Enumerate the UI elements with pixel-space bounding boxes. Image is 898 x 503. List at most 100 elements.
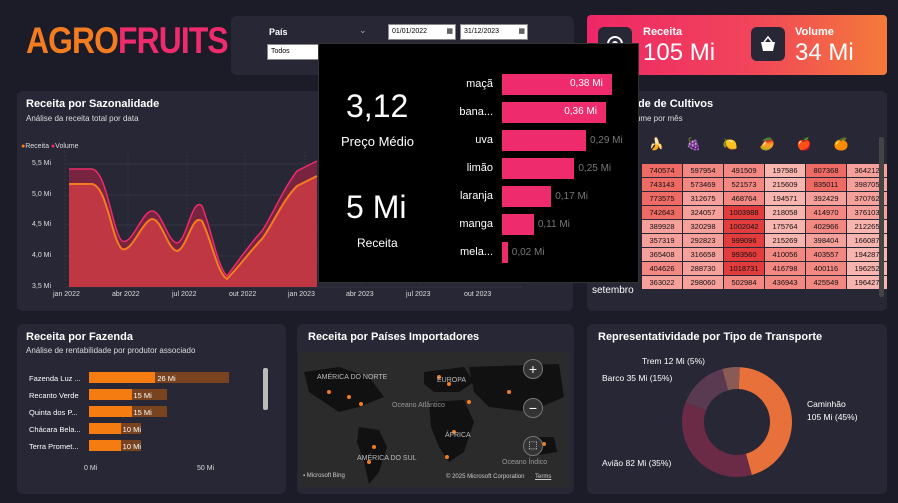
mango-icon: 🥭 bbox=[760, 137, 775, 151]
transport-label-caminhao-value: 105 Mi (45%) bbox=[807, 412, 858, 422]
logo: AGROFRUITS bbox=[26, 20, 228, 62]
farm-bar bbox=[89, 440, 121, 451]
tooltip-bar-label: manga bbox=[429, 218, 493, 230]
donut-slice[interactable] bbox=[682, 403, 752, 477]
farm-bar-label: Quinta dos P... bbox=[29, 408, 78, 417]
heatmap-cell: 365408 bbox=[642, 248, 682, 261]
country-label: País bbox=[269, 27, 288, 37]
tooltip-bar-value: 0,25 Mi bbox=[578, 163, 611, 174]
heatmap-cell: 1003988 bbox=[724, 206, 764, 219]
farm-bar bbox=[89, 389, 132, 400]
tooltip-bar-value: 0,11 Mi bbox=[538, 219, 570, 230]
volume-kpi-label: Volume bbox=[795, 26, 834, 38]
heatmap-cell: 324057 bbox=[683, 206, 723, 219]
x-tick: jan 2022 bbox=[53, 291, 80, 298]
x-tick: jul 2023 bbox=[406, 291, 431, 298]
y-tick: 4,5 Mi bbox=[32, 221, 51, 228]
farm-title: Receita por Fazenda bbox=[26, 331, 133, 343]
heatmap-cell: 175764 bbox=[765, 220, 805, 233]
farm-bar-value: 10 Mi bbox=[123, 425, 141, 434]
tooltip-bar-label: mela... bbox=[429, 246, 493, 258]
map-label: AMÉRICA DO NORTE bbox=[317, 374, 387, 381]
zoom-out-button[interactable]: − bbox=[523, 398, 543, 418]
banana-icon: 🍌 bbox=[649, 137, 664, 151]
map-label: EUROPA bbox=[437, 377, 466, 384]
transport-label-trem: Trem 12 Mi (5%) bbox=[642, 356, 705, 366]
y-tick: 5,5 Mi bbox=[32, 160, 51, 167]
heatmap-cell: 400116 bbox=[806, 262, 846, 275]
date-end-input[interactable]: 31/12/2023 ▦ bbox=[460, 24, 528, 40]
tooltip-bar-value: 0,29 Mi bbox=[590, 135, 623, 146]
heatmap-cell: 597954 bbox=[683, 164, 723, 177]
zoom-in-button[interactable]: + bbox=[523, 359, 543, 379]
farm-bar-value: 15 Mi bbox=[134, 391, 152, 400]
farm-bar-label: Recanto Verde bbox=[29, 391, 79, 400]
map-label: Oceano Atlântico bbox=[392, 402, 445, 409]
fruit-icons-header: 🍌 🍇 🍋 🥭 🍎 🍊 bbox=[649, 137, 849, 151]
farm-bar bbox=[89, 372, 155, 383]
chevron-down-icon[interactable]: ⌄ bbox=[359, 25, 367, 36]
donut-slice[interactable] bbox=[686, 369, 729, 410]
map-label: AMÉRICA DO SUL bbox=[357, 455, 417, 462]
select-area-icon[interactable]: ⬚ bbox=[523, 436, 543, 456]
tooltip-bar bbox=[502, 214, 534, 235]
tooltip-bar-label: maçã bbox=[429, 78, 493, 90]
heatmap-cell: 773575 bbox=[642, 192, 682, 205]
terms-link[interactable]: Terms bbox=[535, 474, 551, 480]
row-label: setembro bbox=[592, 285, 634, 296]
transport-card: Representatividade por Tipo de Transport… bbox=[587, 324, 887, 494]
heatmap-cell: 835011 bbox=[806, 178, 846, 191]
map-title: Receita por Países Importadores bbox=[308, 331, 479, 343]
x-tick: abr 2022 bbox=[112, 291, 140, 298]
transport-label-barco: Barco 35 Mi (15%) bbox=[602, 373, 672, 383]
heatmap-cell: 298060 bbox=[683, 276, 723, 289]
heatmap-cell: 410056 bbox=[765, 248, 805, 261]
tooltip-bar bbox=[502, 186, 551, 207]
heatmap-cell: 404626 bbox=[642, 262, 682, 275]
transport-label-caminhao: Caminhão bbox=[807, 399, 846, 409]
tooltip-bar-label: bana... bbox=[429, 106, 493, 118]
heatmap-cell: 389928 bbox=[642, 220, 682, 233]
apple-icon: 🍎 bbox=[797, 137, 812, 151]
heatmap-cell: 993560 bbox=[724, 248, 764, 261]
heatmap-cell: 320298 bbox=[683, 220, 723, 233]
heatmap-cell: 218058 bbox=[765, 206, 805, 219]
farm-bar-label: Chácara Bela... bbox=[29, 425, 81, 434]
grape-icon: 🍇 bbox=[686, 137, 701, 151]
heatmap-cell: 743143 bbox=[642, 178, 682, 191]
lemon-icon: 🍋 bbox=[723, 137, 738, 151]
heatmap-cell: 742643 bbox=[642, 206, 682, 219]
heatmap-cell: 197586 bbox=[765, 164, 805, 177]
volume-kpi-value: 34 Mi bbox=[795, 39, 854, 67]
tooltip-bar-value: 0,38 Mi bbox=[570, 78, 603, 89]
date-start-input[interactable]: 01/01/2022 ▦ bbox=[388, 24, 456, 40]
farm-scrollbar[interactable] bbox=[263, 368, 268, 410]
revenue-kpi-label: Receita bbox=[643, 26, 682, 38]
y-tick: 5,0 Mi bbox=[32, 191, 51, 198]
heatmap-cell: 288730 bbox=[683, 262, 723, 275]
heatmap-scrollbar[interactable] bbox=[879, 137, 884, 297]
y-tick: 4,0 Mi bbox=[32, 252, 51, 259]
farm-bar bbox=[89, 406, 132, 417]
tooltip-bar-label: limão bbox=[429, 162, 493, 174]
map-copyright: © 2025 Microsoft Corporation bbox=[446, 474, 524, 480]
tooltip-revenue-value: 5 Mi bbox=[346, 189, 406, 226]
x-tick: jul 2022 bbox=[172, 291, 197, 298]
bing-logo: ▪ Microsoft Bing bbox=[303, 473, 345, 479]
map-card: Receita por Países Importadores AMÉRICA … bbox=[297, 324, 574, 494]
heatmap-cell: 316658 bbox=[683, 248, 723, 261]
heatmap-cell: 807368 bbox=[806, 164, 846, 177]
map-label: ÁFRICA bbox=[445, 432, 471, 439]
heatmap-cell: 1018731 bbox=[724, 262, 764, 275]
heatmap-cell: 468764 bbox=[724, 192, 764, 205]
heatmap-cell: 502984 bbox=[724, 276, 764, 289]
tooltip-bar bbox=[502, 130, 586, 151]
tooltip-revenue-label: Receita bbox=[357, 236, 398, 250]
x-tick: out 2023 bbox=[464, 291, 491, 298]
heatmap-cell: 999096 bbox=[724, 234, 764, 247]
transport-donut-chart bbox=[677, 362, 797, 482]
revenue-kpi-value: 105 Mi bbox=[643, 39, 715, 67]
avg-price-value: 3,12 bbox=[346, 88, 408, 125]
heatmap-cell: 416798 bbox=[765, 262, 805, 275]
heatmap-cell: 392429 bbox=[806, 192, 846, 205]
